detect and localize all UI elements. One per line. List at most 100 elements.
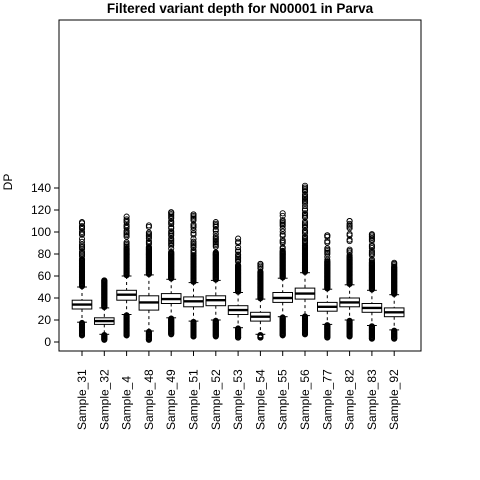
outlier-point [301,203,309,210]
y-tick-label: 0 [44,335,51,349]
outliers [346,217,353,340]
outlier-point [212,220,219,227]
outlier-point [346,333,353,340]
y-tick-label: 80 [38,247,52,261]
outlier-point [301,233,309,240]
box-group [71,219,93,339]
outlier-point [190,211,197,218]
outlier-point [324,245,331,252]
box-group [339,217,360,340]
x-tick-label: Sample_4 [120,376,134,430]
outlier-point [279,237,286,244]
outlier-point [368,256,375,263]
x-tick-label: Sample_55 [276,369,290,430]
outlier-point [78,228,86,235]
x-tick-label: Sample_49 [164,369,178,430]
outlier-point [368,231,375,238]
x-tick-label: Sample_51 [187,369,201,430]
outliers [257,260,264,341]
outliers [391,259,398,342]
x-tick-label: Sample_56 [298,369,312,430]
outlier-point [168,331,175,338]
box-group [94,277,115,343]
outlier-point [168,228,175,235]
outlier-point [123,213,130,220]
outliers [212,219,219,340]
outlier-point [78,238,86,245]
box-group [272,210,293,339]
x-tick-label: Sample_77 [320,369,334,430]
x-tick-label: Sample_53 [231,369,245,430]
outlier-point [78,241,86,248]
y-tick-label: 100 [31,225,51,239]
outlier-point [301,218,309,225]
outlier-point [301,331,309,338]
outlier-point [145,243,152,250]
outlier-point [279,225,286,232]
x-tick-label: Sample_52 [209,369,223,430]
outlier-point [235,334,242,341]
x-tick-label: Sample_82 [343,369,357,430]
outlier-point [346,252,353,259]
outlier-point [324,256,331,263]
boxplot-series [71,182,405,343]
y-axis: 0 20 40 60 80 100 120 140 [31,181,59,349]
outliers [190,211,197,340]
outlier-point [190,227,197,234]
outlier-point [301,182,309,189]
outlier-point [301,210,309,217]
outlier-point [212,230,219,237]
outlier-point [279,231,286,238]
y-tick-label: 40 [38,291,52,305]
outlier-point [301,227,309,234]
outlier-point [190,221,197,228]
box-group [294,182,316,338]
x-tick-label: Sample_54 [253,369,267,430]
outlier-point [78,219,86,226]
outlier-point [368,335,375,342]
outlier-point [235,251,242,258]
outlier-point [101,336,108,343]
outlier-point [168,245,175,252]
box-group [250,260,271,341]
y-tick-label: 60 [38,269,52,283]
outlier-point [168,209,175,216]
box-group [160,209,182,338]
outlier-point [145,229,152,236]
outlier-point [190,247,197,254]
outlier-point [235,235,242,242]
outlier-point [324,232,331,239]
outlier-point [123,239,130,246]
box-group [361,231,383,342]
box-group [116,213,137,339]
box-group [138,222,160,343]
box-group [183,211,204,340]
outlier-point [324,334,331,341]
x-tick-label: Sample_31 [75,369,89,430]
outlier-point [279,212,286,219]
box-group [205,219,227,340]
outlier-point [301,191,309,198]
x-axis: Sample_31 Sample_32 Sample_4 Sample_48 Sampl… [75,351,401,430]
outliers [235,235,242,341]
outlier-point [368,242,375,249]
outlier-point [391,259,398,266]
outlier-point [78,248,86,255]
y-tick-label: 20 [38,313,52,327]
outliers [123,213,130,339]
outlier-point [78,255,86,263]
outliers [368,231,375,342]
outlier-point [235,244,242,251]
x-tick-label: Sample_48 [142,369,156,430]
outlier-point [279,217,286,224]
outlier-point [279,247,286,254]
outliers [168,209,175,338]
outlier-point [301,205,309,213]
outlier-point [346,230,353,237]
outliers [145,222,152,343]
outlier-point [324,238,331,245]
outlier-point [235,247,242,254]
outlier-point [78,332,86,339]
outlier-point [279,332,286,339]
